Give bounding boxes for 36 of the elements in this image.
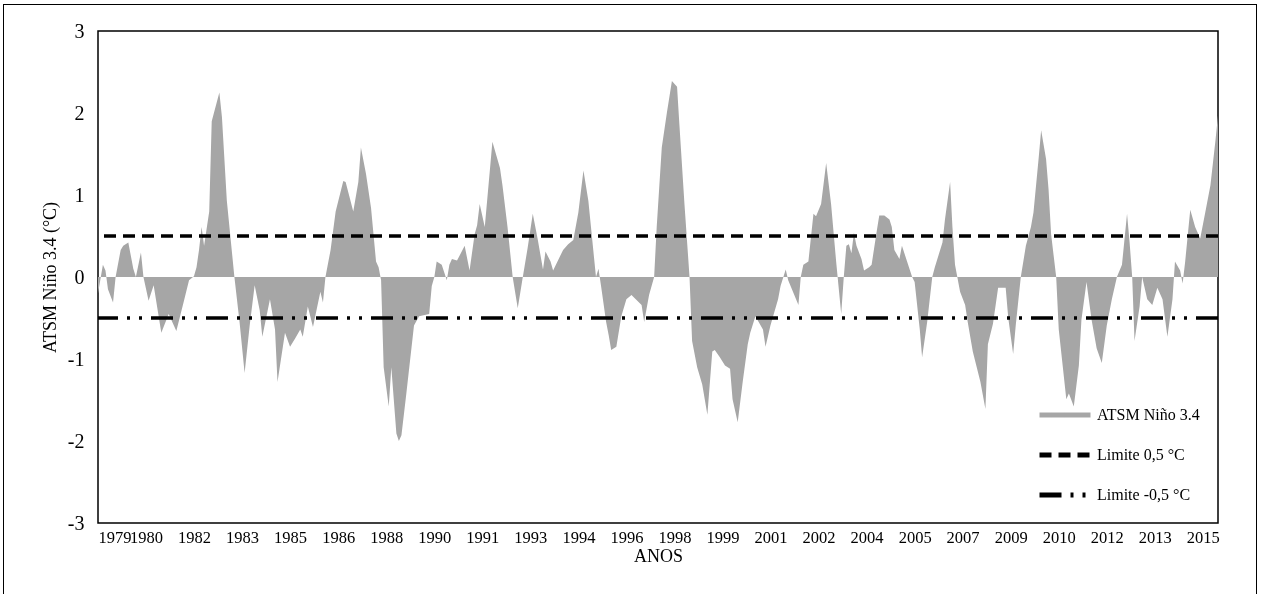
y-tick-label: 3 <box>74 19 85 42</box>
x-tick-label: 2002 <box>802 527 836 547</box>
legend-label: Limite -0,5 °C <box>1097 486 1191 503</box>
y-tick-label: -3 <box>67 511 85 534</box>
x-tick-label: 1979 <box>98 527 132 547</box>
x-tick-label: 2001 <box>754 527 788 547</box>
x-tick-label: 2010 <box>1042 527 1076 547</box>
x-tick-label: 1998 <box>658 527 692 547</box>
x-tick-label: 1985 <box>274 527 308 547</box>
y-tick-label: -1 <box>67 347 85 370</box>
legend-label: ATSM Niño 3.4 <box>1097 406 1200 423</box>
y-tick-label: 0 <box>74 265 85 288</box>
x-axis-title: ANOS <box>633 546 684 566</box>
x-tick-label: 1983 <box>226 527 260 547</box>
x-tick-label: 1994 <box>562 527 596 547</box>
x-tick-label: 1991 <box>466 527 500 547</box>
x-tick-label: 2009 <box>994 527 1028 547</box>
x-tick-label: 2005 <box>898 527 932 547</box>
x-tick-label: 2004 <box>850 527 884 547</box>
x-tick-label: 1996 <box>610 527 644 547</box>
x-tick-label: 1993 <box>514 527 548 547</box>
x-tick-label: 2015 <box>1186 527 1220 547</box>
x-tick-label: 1999 <box>706 527 740 547</box>
x-tick-label: 1982 <box>177 527 211 547</box>
x-tick-label: 2007 <box>946 527 980 547</box>
y-axis-title: ATSM Niño 3.4 (°C) <box>39 201 61 354</box>
x-tick-label: 2012 <box>1090 527 1124 547</box>
y-tick-label: -2 <box>67 429 85 452</box>
x-tick-label: 1980 <box>130 527 164 547</box>
x-tick-label: 2013 <box>1138 527 1172 547</box>
y-tick-label: 1 <box>74 183 85 206</box>
y-tick-label: 2 <box>74 101 85 124</box>
legend-label: Limite 0,5 °C <box>1097 446 1185 463</box>
x-tick-label: 1988 <box>370 527 404 547</box>
x-tick-label: 1990 <box>418 527 452 547</box>
x-tick-label: 1986 <box>322 527 356 547</box>
